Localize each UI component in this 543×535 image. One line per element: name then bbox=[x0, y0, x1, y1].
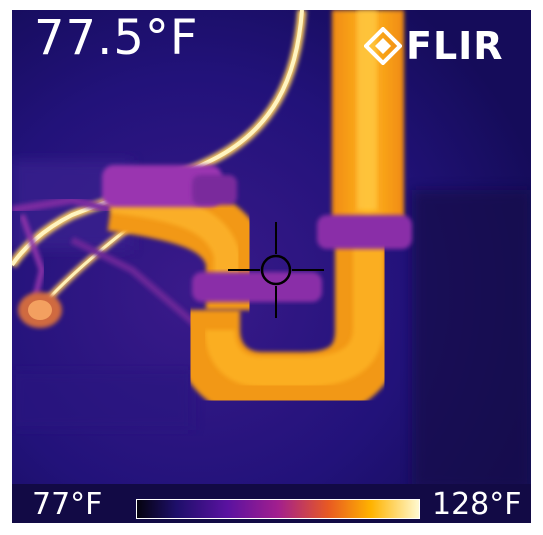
p-trap-elbow-core bbox=[205, 240, 383, 387]
hot-junction-left-core bbox=[28, 300, 52, 320]
cold-shadow-region bbox=[412, 190, 531, 490]
color-palette-gradient bbox=[136, 499, 420, 519]
crosshair-icon bbox=[228, 222, 324, 318]
thermal-scene bbox=[12, 10, 531, 523]
thermal-image-frame: 77.5°F FLIR 77°F 128°F bbox=[12, 10, 531, 523]
scale-min-label: 77°F bbox=[32, 487, 103, 522]
spot-temperature-readout: 77.5°F bbox=[34, 10, 199, 66]
left-strut-top bbox=[12, 195, 113, 214]
flir-diamond-logo-icon bbox=[364, 27, 402, 65]
upper-clamp bbox=[317, 215, 412, 249]
brand-name: FLIR bbox=[406, 24, 504, 68]
lower-left-region bbox=[12, 370, 192, 430]
left-coupling-nut bbox=[192, 175, 237, 205]
vertical-pipe-highlight bbox=[357, 10, 377, 210]
temperature-scale-bar: 77°F 128°F bbox=[12, 484, 531, 523]
scale-max-label: 128°F bbox=[432, 487, 522, 522]
brand-logo: FLIR bbox=[364, 22, 504, 70]
lower-clamp bbox=[192, 272, 322, 302]
